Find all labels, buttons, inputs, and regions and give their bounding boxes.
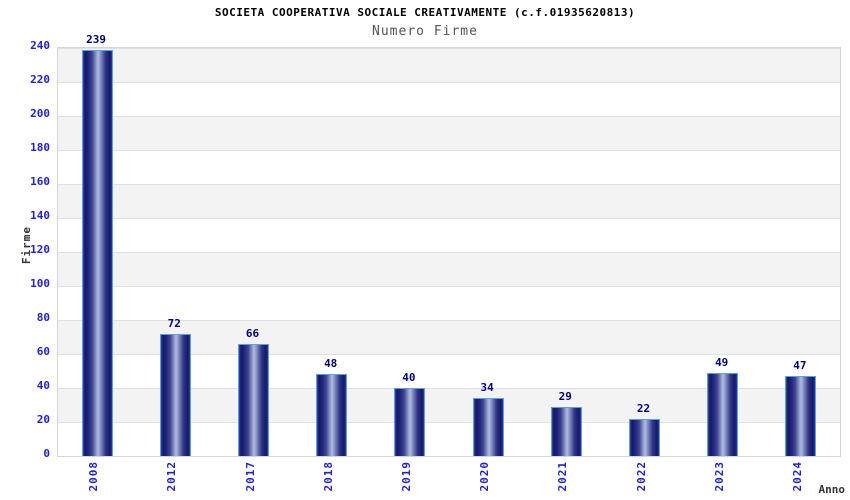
x-tick-label: 2021 (556, 461, 570, 492)
x-tick-label: 2024 (790, 461, 804, 492)
bar-2017 (238, 344, 269, 456)
bar-2018 (316, 374, 348, 456)
bar-2021 (550, 407, 582, 456)
y-tick-label: 220 (30, 73, 50, 86)
bar-value-label: 47 (793, 359, 807, 372)
y-tick-label: 240 (30, 39, 50, 52)
bar-value-label: 66 (245, 327, 260, 340)
bar-value-label: 34 (480, 381, 494, 394)
bar-value-label: 49 (715, 356, 729, 369)
bar-value-label: 29 (558, 390, 572, 403)
bar-value-label: 40 (402, 371, 416, 384)
y-tick-label: 100 (30, 277, 50, 290)
y-tick-label: 40 (36, 379, 50, 392)
y-tick-label: 120 (30, 243, 50, 256)
bar-2012 (159, 334, 191, 456)
bar-value-label: 239 (86, 33, 107, 46)
x-tick-label: 2020 (478, 461, 492, 492)
plot-area (57, 47, 841, 457)
x-tick-label: 2023 (712, 461, 726, 492)
chart-title: SOCIETA COOPERATIVA SOCIALE CREATIVAMENT… (214, 6, 636, 19)
bar-2008 (81, 50, 113, 456)
bar-value-label: 48 (324, 357, 338, 370)
y-tick-label: 200 (30, 107, 50, 120)
bar-2023 (707, 373, 739, 456)
bar-2020 (472, 398, 504, 456)
chart-subtitle: Numero Firme (372, 24, 478, 39)
x-tick-label: 2022 (634, 461, 648, 492)
y-tick-label: 80 (36, 311, 50, 324)
y-tick-label: 60 (36, 345, 50, 358)
bar-value-label: 22 (636, 402, 651, 415)
y-tick-label: 140 (30, 209, 50, 222)
x-tick-label: 2017 (243, 461, 257, 492)
y-tick-label: 20 (36, 413, 50, 426)
x-tick-label: 2008 (87, 461, 101, 492)
y-tick-label: 180 (30, 141, 50, 154)
y-tick-label: 0 (43, 447, 50, 460)
bar-2019 (394, 388, 426, 456)
bar-value-label: 72 (167, 317, 181, 330)
x-tick-label: 2012 (165, 461, 179, 492)
x-tick-label: 2018 (321, 461, 335, 492)
x-tick-label: 2019 (399, 461, 413, 492)
y-tick-label: 160 (30, 175, 50, 188)
bar-2022 (629, 419, 660, 456)
bar-2024 (785, 376, 817, 456)
x-axis-title: Anno (818, 483, 846, 496)
